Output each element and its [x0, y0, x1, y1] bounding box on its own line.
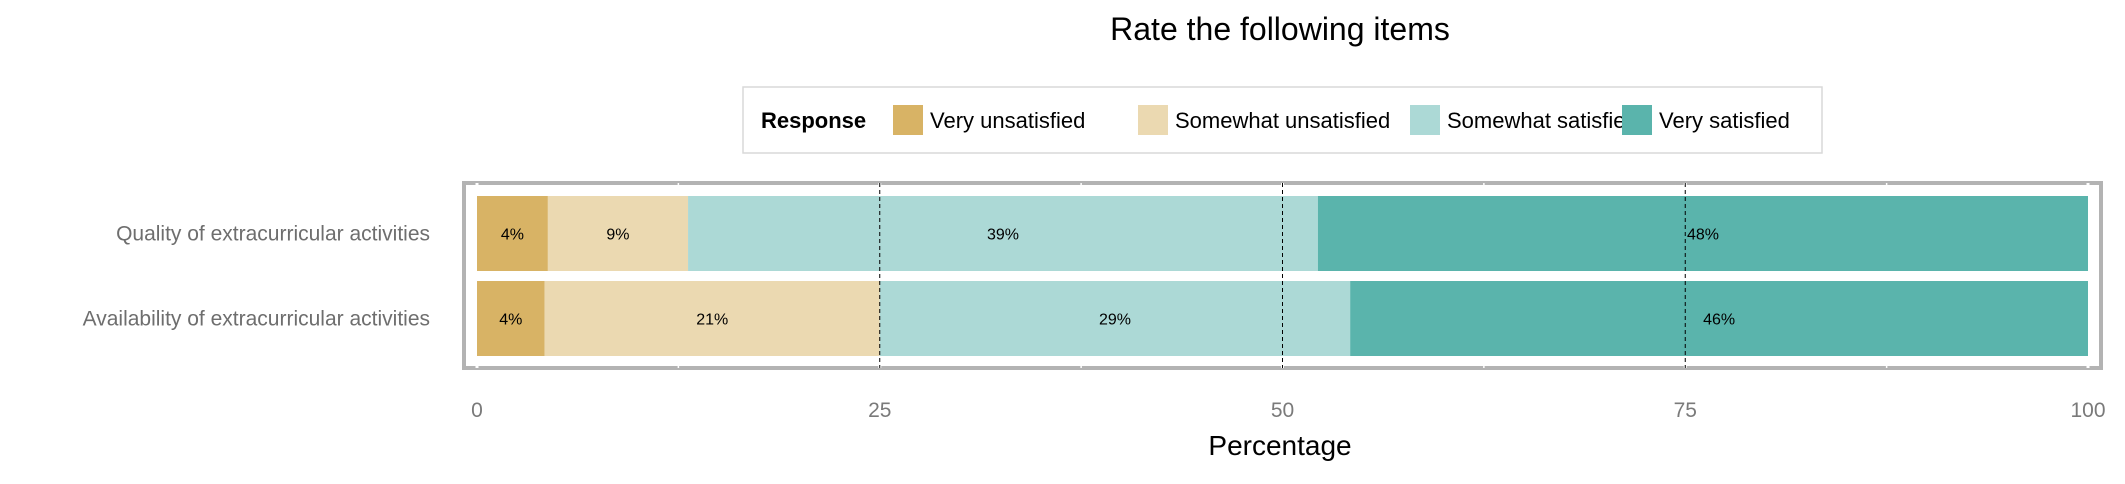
plot-area: 4% 9% 39% 48% Quality of extracurricular act…	[83, 181, 2103, 370]
x-tick-label-25: 25	[868, 399, 891, 422]
bar-somewhat-satisfied-availability-of-extracurricular-activities	[879, 281, 1351, 356]
data-label-very-satisfied-quality-of-extracurricular-activities: 48%	[1687, 227, 1719, 244]
data-label-very-unsatisfied-availability-of-extracurricular-activities: 4%	[499, 312, 522, 329]
bar-very-satisfied-availability-of-extracurricular-activities	[1350, 281, 2088, 356]
x-tick-label-75: 75	[1674, 399, 1697, 422]
data-label-somewhat-unsatisfied-quality-of-extracurricular-activities: 9%	[606, 227, 629, 244]
bar-somewhat-satisfied-quality-of-extracurricular-activities	[688, 196, 1318, 271]
legend-label-somewhat-unsatisfied: Somewhat unsatisfied	[1175, 108, 1390, 133]
bar-very-unsatisfied-quality-of-extracurricular-activities	[477, 196, 548, 271]
legend-label-very-unsatisfied: Very unsatisfied	[930, 108, 1085, 133]
x-tick-label-0: 0	[471, 399, 483, 422]
data-label-somewhat-unsatisfied-availability-of-extracurricular-activities: 21%	[696, 312, 728, 329]
x-tick-label-50: 50	[1271, 399, 1294, 422]
bar-somewhat-unsatisfied-quality-of-extracurricular-activities	[547, 196, 689, 271]
x-tick-label-100: 100	[2070, 399, 2105, 422]
legend-key-very-unsatisfied	[893, 105, 923, 135]
legend-label-very-satisfied: Very satisfied	[1659, 108, 1790, 133]
chart-title: Rate the following items	[1110, 11, 1450, 47]
category-label-quality-of-extracurricular-activities: Quality of extracurricular activities	[116, 223, 430, 246]
x-axis-title: Percentage	[1208, 430, 1351, 461]
data-label-somewhat-satisfied-availability-of-extracurricular-activities: 29%	[1099, 312, 1131, 329]
legend-key-somewhat-unsatisfied	[1138, 105, 1168, 135]
bar-very-unsatisfied-availability-of-extracurricular-activities	[477, 281, 545, 356]
category-label-availability-of-extracurricular-activities: Availability of extracurricular activiti…	[83, 308, 430, 331]
x-axis: 0 25 50 75 100	[471, 399, 2105, 422]
legend-key-somewhat-satisfied	[1410, 105, 1440, 135]
legend-label-somewhat-satisfied: Somewhat satisfied	[1447, 108, 1638, 133]
legend-title: Response	[761, 108, 866, 133]
legend-key-very-satisfied	[1622, 105, 1652, 135]
legend: Response Very unsatisfied Somewhat unsatis…	[742, 86, 1823, 154]
data-label-somewhat-satisfied-quality-of-extracurricular-activities: 39%	[987, 227, 1019, 244]
bar-somewhat-unsatisfied-availability-of-extracurricular-activities	[544, 281, 880, 356]
data-label-very-satisfied-availability-of-extracurricular-activities: 46%	[1703, 312, 1735, 329]
bar-very-satisfied-quality-of-extracurricular-activities	[1317, 196, 2088, 271]
data-label-very-unsatisfied-quality-of-extracurricular-activities: 4%	[501, 227, 524, 244]
